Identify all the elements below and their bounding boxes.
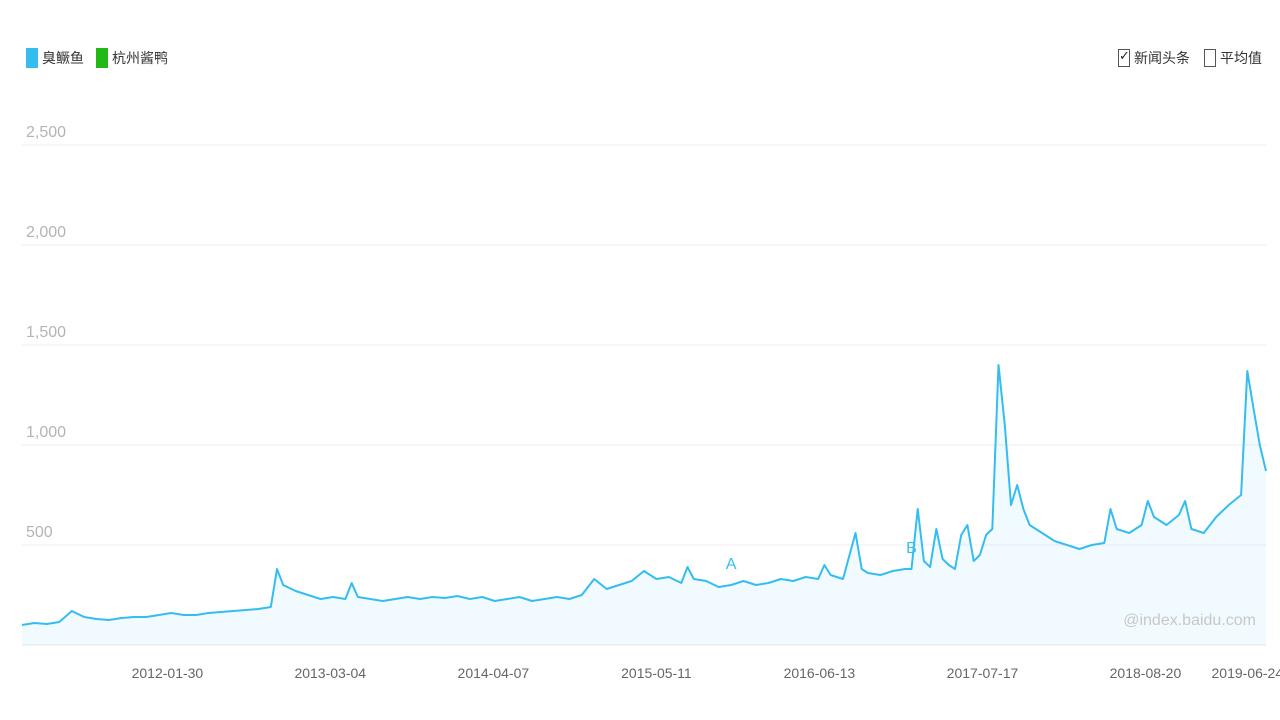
series-areas [22, 365, 1266, 645]
average-checkbox[interactable] [1204, 49, 1216, 67]
y-tick-label: 1,500 [26, 324, 66, 341]
annotation-A: A [726, 556, 737, 573]
x-tick-label: 2014-04-07 [458, 665, 530, 681]
x-tick-label: 2019-06-24 [1212, 665, 1280, 681]
legend-swatch-1 [26, 48, 38, 68]
legend-label-2: 杭州酱鸭 [112, 51, 168, 67]
y-tick-label: 2,000 [26, 224, 66, 241]
legend-label-1: 臭鳜鱼 [42, 51, 84, 67]
chart-options: 新闻头条 平均值 [1104, 48, 1262, 68]
x-tick-label: 2017-07-17 [947, 665, 1019, 681]
series-line-1 [21, 364, 1267, 626]
y-axis-ticks: 500 1,000 1,500 2,000 2,500 [26, 124, 66, 541]
x-tick-label: 2013-03-04 [294, 665, 366, 681]
y-tick-label: 2,500 [26, 124, 66, 141]
x-tick-label: 2015-05-11 [621, 665, 692, 681]
legend-item-series-2[interactable]: 杭州酱鸭 [96, 48, 168, 68]
watermark: @index.baidu.com [1123, 612, 1256, 629]
y-tick-label: 1,000 [26, 424, 66, 441]
news-headline-toggle[interactable]: 新闻头条 [1118, 48, 1190, 68]
average-toggle[interactable]: 平均值 [1204, 48, 1262, 68]
news-headline-label: 新闻头条 [1134, 51, 1190, 67]
series-area-1 [22, 365, 1266, 645]
grid [22, 144, 1266, 646]
legend-swatch-2 [96, 48, 108, 68]
news-headline-checkbox[interactable] [1118, 49, 1130, 67]
x-tick-label: 2018-08-20 [1110, 665, 1182, 681]
x-tick-label: 2016-06-13 [784, 665, 856, 681]
legend: 臭鳜鱼 杭州酱鸭 [26, 48, 180, 68]
x-tick-label: 2012-01-30 [132, 665, 204, 681]
annotations: AB [726, 540, 917, 573]
legend-item-series-1[interactable]: 臭鳜鱼 [26, 48, 84, 68]
average-label: 平均值 [1220, 51, 1262, 67]
x-axis-ticks: 2012-01-30 2013-03-04 2014-04-07 2015-05-11… [132, 665, 1280, 681]
annotation-B: B [906, 540, 917, 557]
series-lines [21, 364, 1267, 626]
y-tick-label: 500 [26, 524, 53, 541]
